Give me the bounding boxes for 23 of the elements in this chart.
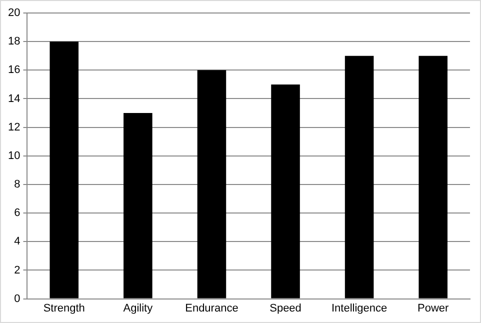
y-tick-label: 20	[8, 7, 20, 20]
y-tick-label: 10	[8, 150, 20, 162]
bar	[418, 56, 448, 298]
x-tick-label: Endurance	[185, 302, 238, 314]
y-tick-label: 8	[14, 178, 20, 191]
bar	[124, 113, 152, 298]
y-tick-label: 0	[14, 292, 20, 305]
y-tick-label: 4	[14, 236, 20, 248]
y-tick-label: 14	[8, 92, 20, 105]
y-tick-label: 18	[8, 36, 20, 48]
y-tick-label: 6	[14, 207, 20, 220]
x-tick-label: Intelligence	[331, 302, 388, 314]
bar	[50, 42, 79, 298]
x-tick-label: Power	[418, 302, 450, 314]
y-tick-label: 2	[14, 264, 20, 276]
bar	[271, 84, 300, 298]
y-tick-label: 16	[8, 64, 20, 76]
y-tick-label: 12	[8, 121, 20, 134]
bar	[344, 56, 374, 298]
x-tick-label: Agility	[123, 302, 154, 314]
bar	[197, 70, 226, 298]
x-tick-label: Strength	[43, 302, 85, 314]
x-tick-label: Speed	[270, 302, 302, 314]
